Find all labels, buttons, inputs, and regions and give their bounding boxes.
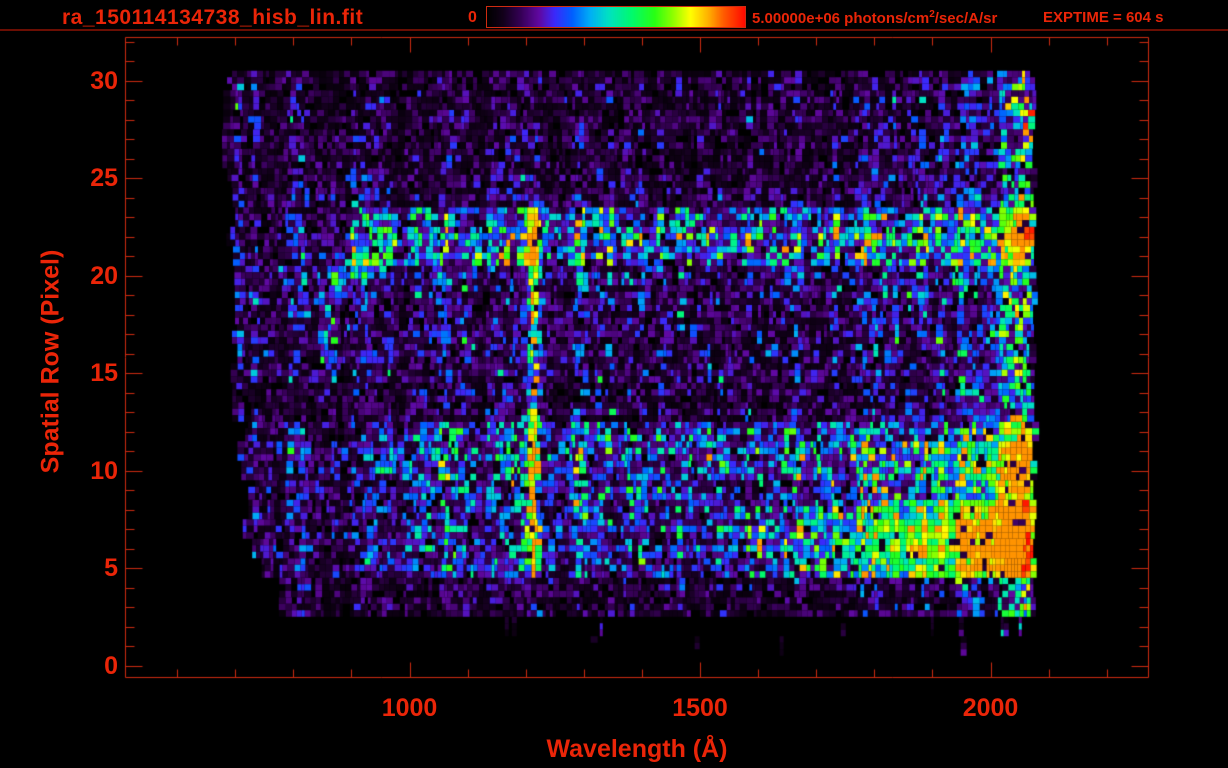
x-tick-label-1500: 1500 [672,694,728,722]
y-axis-title: Spatial Row (Pixel) [36,249,65,474]
fits-file-title: ra_150114134738_hisb_lin.fit [62,6,364,29]
y-tick-label-5: 5 [104,554,118,582]
colorbar-max-label: 5.00000e+06 photons/cm2/sec/A/sr [752,9,997,27]
y-tick-label-15: 15 [90,359,118,387]
y-tick-label-20: 20 [90,261,118,290]
y-tick-label-30: 30 [90,66,118,95]
header-separator-line [0,29,1228,31]
x-axis-title: Wavelength (Å) [546,735,728,763]
superscript-2: 2 [929,9,935,20]
colorbar-gradient [486,6,746,28]
colorbar-max-label-post: /sec/A/sr [934,10,998,27]
colorbar-max-label-pre: 5.00000e+06 photons/cm [752,10,930,27]
x-tick-label-1000: 1000 [381,694,438,722]
y-tick-label-25: 25 [90,164,118,192]
y-tick-label-10: 10 [90,456,118,485]
y-tick-label-0: 0 [104,651,118,680]
exposure-time-label: EXPTIME = 604 s [1043,9,1164,26]
colorbar-min-label: 0 [468,9,477,26]
x-tick-label-2000: 2000 [962,694,1019,722]
